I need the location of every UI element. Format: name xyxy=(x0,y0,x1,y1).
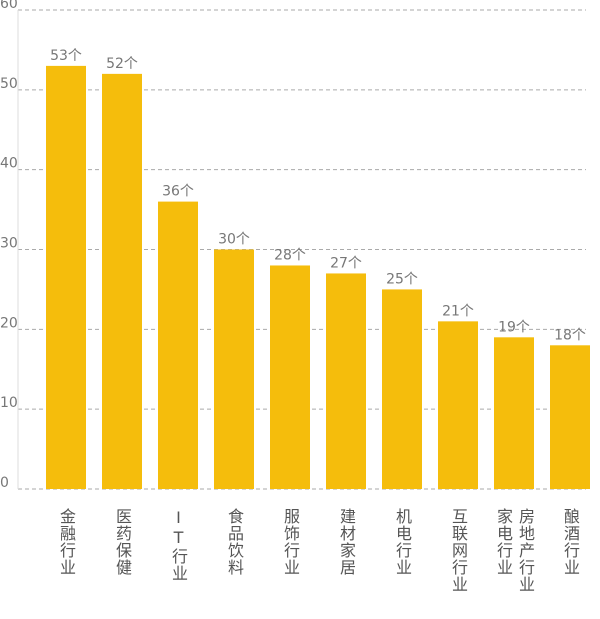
bar xyxy=(494,337,534,489)
value-label: 28个 xyxy=(274,247,306,263)
value-label: 21个 xyxy=(442,303,474,319)
value-label: 30个 xyxy=(218,232,250,248)
bar xyxy=(158,201,198,489)
bar xyxy=(382,289,422,489)
y-tick-label: 60 xyxy=(0,0,18,12)
value-label: 36个 xyxy=(162,184,194,200)
value-label: 52个 xyxy=(106,56,138,72)
x-tick-label: 医药保健 xyxy=(113,508,132,576)
x-tick-label: 酿酒行业 xyxy=(561,508,580,576)
bar xyxy=(270,265,310,489)
x-tick-label: IT行业 xyxy=(169,508,188,582)
value-label: 19个 xyxy=(498,319,530,335)
x-tick-label: 食品饮料 xyxy=(225,508,244,576)
y-tick-label: 30 xyxy=(0,236,18,252)
x-tick-label: 互联网行业 xyxy=(449,508,468,593)
y-tick-label: 50 xyxy=(0,76,18,92)
x-tick-label: 机电行业 xyxy=(393,508,412,576)
y-tick-label: 20 xyxy=(0,315,18,331)
x-tick-label: 房地产行业 家电行业 xyxy=(494,508,535,593)
value-label: 27个 xyxy=(330,255,362,271)
x-tick-label: 金融行业 xyxy=(57,508,76,576)
value-label: 18个 xyxy=(554,327,586,343)
value-label: 25个 xyxy=(386,271,418,287)
bar xyxy=(102,73,142,489)
value-label: 53个 xyxy=(50,48,82,64)
y-tick-label: 40 xyxy=(0,156,18,172)
bar xyxy=(550,345,590,489)
bar xyxy=(214,249,254,489)
x-tick-label: 服饰行业 xyxy=(281,508,300,576)
y-tick-label: 0 xyxy=(0,475,9,491)
bar xyxy=(326,273,366,489)
x-tick-label: 建材家居 xyxy=(337,508,356,576)
y-tick-label: 10 xyxy=(0,395,18,411)
bar xyxy=(438,321,478,489)
bar xyxy=(46,65,86,489)
